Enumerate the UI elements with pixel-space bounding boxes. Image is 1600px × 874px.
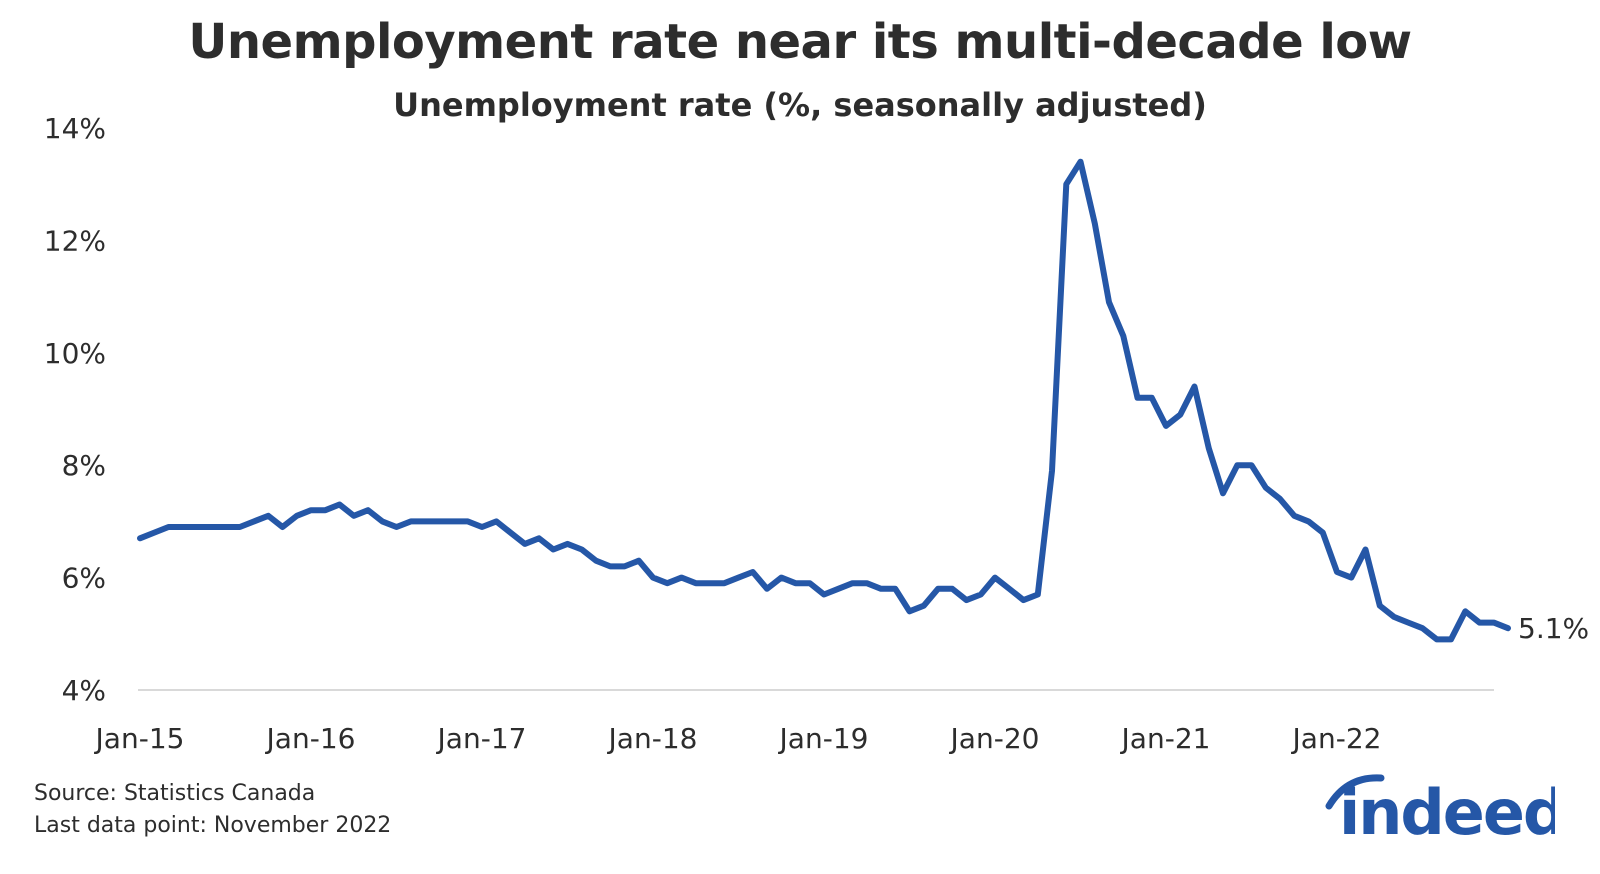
x-tick-label: Jan-22 [1291, 722, 1382, 755]
end-value-label: 5.1% [1518, 612, 1589, 645]
logo-wordmark: indeed [1339, 776, 1555, 849]
x-tick-label: Jan-19 [778, 722, 869, 755]
chart-title: Unemployment rate near its multi-decade … [188, 14, 1412, 70]
y-tick-label: 4% [62, 674, 106, 707]
y-tick-label: 10% [44, 337, 106, 370]
chart-subtitle: Unemployment rate (%, seasonally adjuste… [393, 86, 1207, 124]
source-label: Source: Statistics Canada [34, 781, 316, 806]
x-tick-label: Jan-18 [607, 722, 698, 755]
x-tick-label: Jan-15 [94, 722, 185, 755]
y-tick-label: 6% [62, 562, 106, 595]
indeed-logo: indeed [1325, 774, 1555, 849]
logo-arc-icon [1325, 774, 1385, 810]
y-tick-label: 8% [62, 449, 106, 482]
series-line-unemployment-rate [137, 158, 1511, 643]
x-tick-label: Jan-17 [436, 722, 527, 755]
x-axis-labels: Jan-15 Jan-16 Jan-17 Jan-18 Jan-19 Jan-20 Jan-… [94, 722, 1382, 755]
y-axis-labels: 4% 6% 8% 10% 12% 14% [44, 112, 106, 707]
x-tick-label: Jan-16 [265, 722, 356, 755]
x-tick-label: Jan-20 [949, 722, 1040, 755]
y-tick-label: 12% [44, 224, 106, 257]
y-tick-label: 14% [44, 112, 106, 145]
source-note: Source: Statistics Canada Last data poin… [34, 778, 391, 842]
x-tick-label: Jan-21 [1120, 722, 1211, 755]
last-data-point-label: Last data point: November 2022 [34, 813, 392, 838]
